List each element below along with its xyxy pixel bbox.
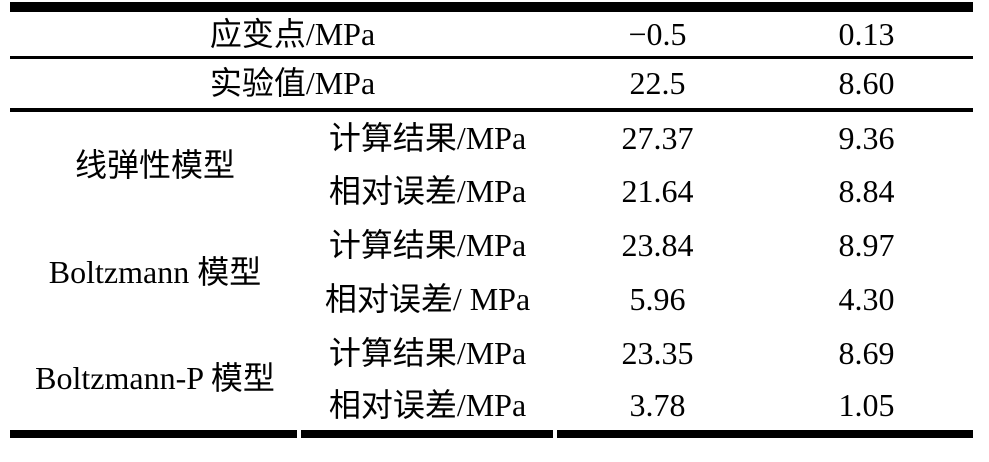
metric-label-relative-error: 相对误差/ MPa [324,281,531,317]
metric-label-relative-error: 相对误差/MPa [300,380,556,438]
metric-label-calc-result: 计算结果/MPa [328,335,527,371]
cell-boltzmann-calc-2: 8.97 [838,227,895,263]
table-row-boltzmann-p-calc: Boltzmann-P 模型 计算结果/MPa 23.35 8.69 [10,326,973,438]
row-header-experimental-value: 实验值/MPa [10,57,556,112]
table-row-linear-elastic-error: 相对误差/MPa 21.64 8.84 [10,164,973,218]
bottom-rule-gap [553,430,557,438]
cell-boltzmann-p-error-1: 3.78 [555,380,761,438]
cell-linear-elastic-calc-2: 9.36 [838,120,895,156]
results-table-wrapper: 应变点/MPa −0.5 0.13 实验值/MPa 22.5 8.60 线弹性模… [10,2,974,438]
metric-label-relative-error: 相对误差/MPa [328,173,527,209]
cell-boltzmann-p-calc-1: 23.35 [621,335,694,371]
cell-boltzmann-error-1: 5.96 [629,281,686,317]
cell-linear-elastic-calc-1: 27.37 [621,120,694,156]
results-table: 应变点/MPa −0.5 0.13 实验值/MPa 22.5 8.60 线弹性模… [10,2,974,438]
cell-strain-point-2: 0.13 [760,7,974,59]
row-header-strain-point: 应变点/MPa [10,7,556,59]
cell-experimental-2: 8.60 [760,57,974,112]
table-row-experimental-value: 实验值/MPa 22.5 8.60 [10,57,974,112]
cell-linear-elastic-error-2: 8.84 [838,173,895,209]
metric-label-calc-result: 计算结果/MPa [328,120,527,156]
cell-boltzmann-calc-1: 23.84 [621,227,694,263]
bottom-rule-gap [297,430,301,438]
group-label-linear-elastic-model: 线弹性模型 [74,147,235,183]
group-label-boltzmann-model: Boltzmann 模型 [48,254,262,290]
cell-experimental-1: 22.5 [555,57,761,112]
table-row-strain-point: 应变点/MPa −0.5 0.13 [10,7,974,59]
table-row-boltzmann-calc: Boltzmann 模型 计算结果/MPa 23.84 8.97 [10,218,973,288]
cell-boltzmann-error-2: 4.30 [838,281,895,317]
cell-boltzmann-p-error-2: 1.05 [760,380,974,438]
metric-label-calc-result: 计算结果/MPa [328,227,527,263]
group-label-boltzmann-p-model: Boltzmann-P 模型 [10,326,300,438]
cell-boltzmann-p-calc-2: 8.69 [838,335,895,371]
table-row-boltzmann-error: 相对误差/ MPa 5.96 4.30 [10,272,973,326]
table-row-boltzmann-p-error: 相对误差/MPa 3.78 1.05 [10,380,974,438]
cell-strain-point-1: −0.5 [555,7,761,59]
table-row-linear-elastic-calc: 线弹性模型 计算结果/MPa 27.37 9.36 [10,110,973,181]
cell-linear-elastic-error-1: 21.64 [621,173,694,209]
